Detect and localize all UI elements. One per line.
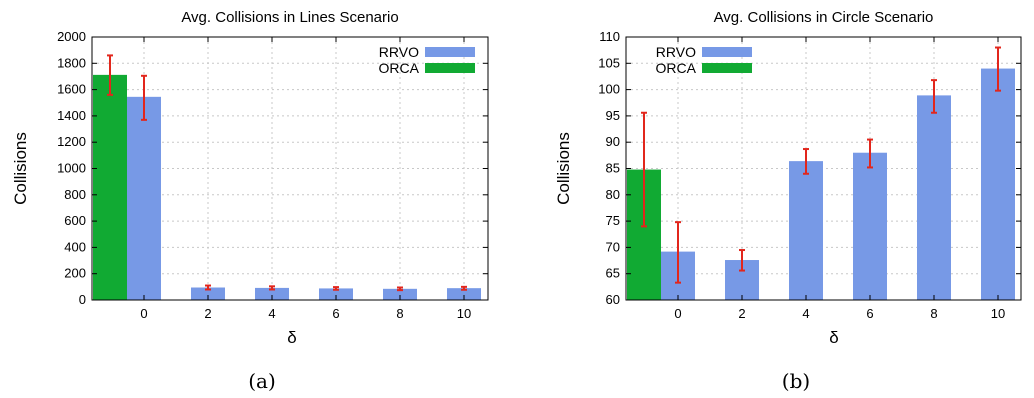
error-bar-orca (641, 111, 647, 228)
x-axis-label: δ (829, 328, 838, 347)
y-tick-label: 95 (606, 108, 620, 123)
error-bar-rrvo-0 (141, 74, 147, 121)
error-bar-rrvo-6 (333, 286, 339, 291)
x-tick-label: 2 (204, 306, 211, 321)
y-tick-label: 200 (64, 266, 86, 281)
error-bar-rrvo-8 (931, 79, 937, 114)
x-tick-label: 4 (802, 306, 809, 321)
chart-circle-scenario: 60 65 70 75 80 85 90 95 100 105 110 0 2 4 6 8 10 Avg. Col… (554, 9, 1022, 393)
x-tick-label: 6 (866, 306, 873, 321)
bar-rrvo-2 (191, 287, 225, 300)
error-bar-rrvo-10 (461, 285, 467, 291)
y-tick-label: 100 (598, 82, 620, 97)
x-tick-label: 6 (332, 306, 339, 321)
legend-swatch-orca (425, 63, 475, 73)
y-tick-label: 60 (606, 292, 620, 307)
bar-rrvo-10 (981, 68, 1015, 300)
x-tick-label: 0 (674, 306, 681, 321)
error-bar-rrvo-4 (269, 285, 275, 291)
chart-title: Avg. Collisions in Circle Scenario (714, 9, 934, 26)
y-tick-label: 1800 (57, 55, 86, 70)
bar-rrvo-6 (319, 288, 353, 300)
legend-label-rrvo: RRVO (379, 44, 419, 60)
y-tick-label: 70 (606, 239, 620, 254)
y-tick-label: 600 (64, 213, 86, 228)
y-tick-label: 1000 (57, 161, 86, 176)
bar-rrvo-8 (383, 288, 417, 300)
x-tick-label: 4 (268, 306, 275, 321)
y-tick-label: 90 (606, 134, 620, 149)
y-tick-label: 1600 (57, 82, 86, 97)
y-axis-label: Collisions (11, 132, 30, 205)
bar-rrvo-4 (789, 161, 823, 300)
y-tick-label: 1200 (57, 134, 86, 149)
legend-swatch-rrvo (702, 47, 752, 57)
y-tick-label: 85 (606, 161, 620, 176)
chart-title: Avg. Collisions in Lines Scenario (181, 9, 398, 26)
figure-caption: (a) (248, 369, 276, 393)
error-bar-rrvo-8 (397, 286, 403, 292)
error-bar-rrvo-2 (205, 284, 211, 291)
x-tick-label: 2 (738, 306, 745, 321)
error-bar-rrvo-6 (867, 138, 873, 169)
y-tick-label: 110 (599, 29, 620, 44)
x-tick-label: 10 (991, 306, 1005, 321)
y-tick-label: 400 (64, 239, 86, 254)
y-tick-label: 1400 (57, 108, 86, 123)
legend-label-orca: ORCA (656, 60, 697, 76)
figure-caption: (b) (782, 369, 810, 393)
bar-orca (93, 74, 127, 300)
y-tick-label: 2000 (57, 29, 86, 44)
bar-rrvo-10 (447, 288, 481, 300)
y-tick-label: 0 (79, 292, 86, 307)
bar-rrvo-4 (255, 287, 289, 300)
legend-label-orca: ORCA (379, 60, 420, 76)
legend-label-rrvo: RRVO (656, 44, 696, 60)
y-tick-label: 800 (64, 187, 86, 202)
error-bar-rrvo-2 (739, 249, 745, 272)
error-bar-rrvo-4 (803, 148, 809, 175)
y-tick-label: 75 (606, 213, 620, 228)
y-tick-label: 80 (606, 187, 620, 202)
y-axis-label: Collisions (554, 132, 573, 205)
legend-swatch-rrvo (425, 47, 475, 57)
x-axis-label: δ (287, 328, 296, 347)
y-tick-label: 65 (606, 266, 620, 281)
bar-rrvo-6 (853, 152, 887, 300)
bar-rrvo-8 (917, 95, 951, 300)
x-tick-label: 8 (396, 306, 403, 321)
legend-swatch-orca (702, 63, 752, 73)
x-tick-label: 8 (930, 306, 937, 321)
x-tick-label: 0 (140, 306, 147, 321)
error-bar-orca (107, 54, 113, 96)
y-tick-label: 105 (598, 55, 620, 70)
bar-rrvo-0 (127, 96, 161, 301)
error-bar-rrvo-0 (675, 221, 681, 284)
x-tick-label: 10 (457, 306, 471, 321)
chart-lines-scenario: 0 200 400 600 800 1000 1200 1400 1600 1800 2000 0 2 4… (11, 9, 489, 393)
error-bar-rrvo-10 (995, 46, 1001, 92)
